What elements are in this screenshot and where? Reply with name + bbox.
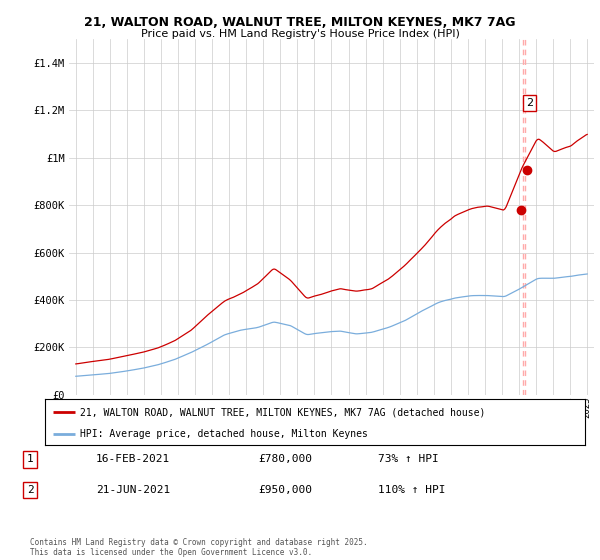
Text: Contains HM Land Registry data © Crown copyright and database right 2025.
This d: Contains HM Land Registry data © Crown c… [30,538,368,557]
Text: £780,000: £780,000 [258,454,312,464]
Text: Price paid vs. HM Land Registry's House Price Index (HPI): Price paid vs. HM Land Registry's House … [140,29,460,39]
Text: HPI: Average price, detached house, Milton Keynes: HPI: Average price, detached house, Milt… [80,429,368,438]
Text: 2: 2 [526,98,533,108]
Text: 1: 1 [26,454,34,464]
Text: £950,000: £950,000 [258,485,312,495]
Text: 16-FEB-2021: 16-FEB-2021 [96,454,170,464]
Text: 21, WALTON ROAD, WALNUT TREE, MILTON KEYNES, MK7 7AG: 21, WALTON ROAD, WALNUT TREE, MILTON KEY… [84,16,516,29]
Text: 2: 2 [26,485,34,495]
Text: 21-JUN-2021: 21-JUN-2021 [96,485,170,495]
Text: 73% ↑ HPI: 73% ↑ HPI [378,454,439,464]
Text: 110% ↑ HPI: 110% ↑ HPI [378,485,445,495]
Text: 21, WALTON ROAD, WALNUT TREE, MILTON KEYNES, MK7 7AG (detached house): 21, WALTON ROAD, WALNUT TREE, MILTON KEY… [80,407,485,417]
